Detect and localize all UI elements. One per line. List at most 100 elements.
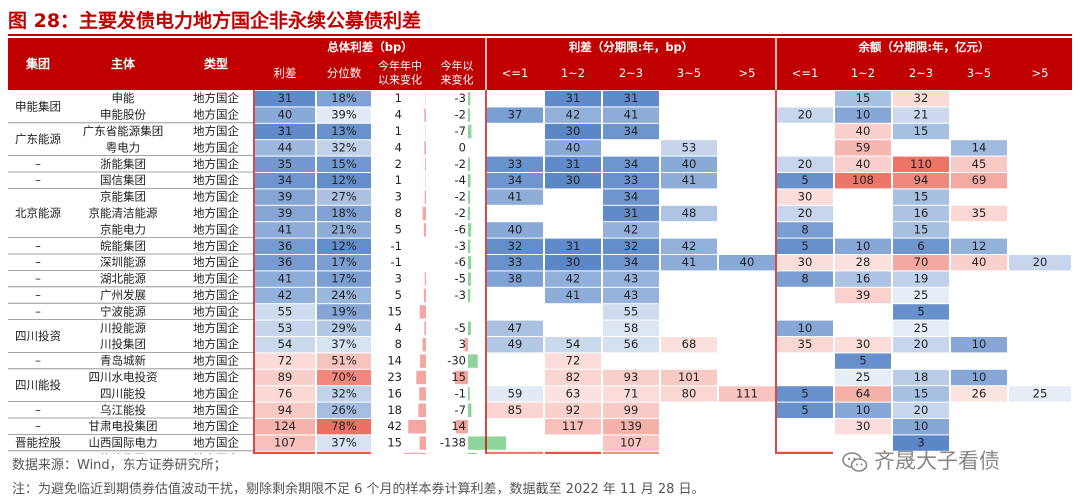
bucket-spread-value: 72 — [566, 354, 581, 368]
entity-name: 四川能投 — [100, 386, 146, 400]
spread-heat-cell — [255, 369, 315, 386]
bucket-balance-value: 69 — [972, 173, 987, 187]
chg-mid-bar — [419, 436, 426, 450]
group-label: – — [35, 157, 41, 171]
overall-spread: 258 — [274, 452, 296, 454]
change-ytd: -4 — [455, 173, 466, 187]
bucket-balance-heat — [777, 255, 833, 271]
bucket-balance-value: 140 — [794, 452, 816, 454]
chg-ytd-bar-neg — [468, 92, 471, 106]
bucket-balance-heat — [893, 386, 949, 402]
change-since-midyear: 52 — [387, 452, 402, 454]
bucket-spread-heat — [661, 173, 717, 189]
bucket-spread-heat — [545, 287, 601, 304]
bucket-spread-value: 37 — [508, 108, 523, 122]
spread-heat-cell — [255, 287, 315, 304]
bucket-spread-value: 41 — [624, 108, 639, 122]
bucket-spread-value: 34 — [624, 124, 639, 138]
entity-name: 甘肃电投集团 — [89, 419, 158, 433]
bucket-balance-heat — [893, 205, 949, 222]
percentile-heat-cell — [317, 320, 371, 336]
entity-name: 粤电力 — [106, 140, 141, 154]
entity-type: 地方国企 — [193, 239, 239, 253]
bucket-spread-heat — [487, 451, 543, 454]
change-ytd: -6 — [455, 222, 466, 236]
bucket-balance-heat — [893, 369, 949, 386]
bucket-balance-value: 15 — [914, 190, 929, 204]
change-ytd: -30 — [447, 354, 466, 368]
bucket-balance-heat — [893, 304, 949, 320]
bucket-spread-value: 41 — [566, 288, 581, 302]
change-ytd: -2 — [455, 108, 466, 122]
percentile-heat-cell — [317, 173, 371, 189]
chg-ytd-bar-neg — [468, 124, 472, 139]
bucket-spread-heat — [545, 337, 601, 353]
bucket-spread-heat — [603, 386, 659, 402]
change-ytd: -6 — [455, 255, 466, 269]
bucket-spread-heat — [603, 435, 659, 451]
bucket-balance-value: 25 — [914, 288, 929, 302]
overall-percentile: 32% — [331, 386, 357, 400]
entity-name: 四川水电投资 — [89, 370, 158, 384]
entity-type: 地方国企 — [193, 190, 239, 204]
bucket-spread-value: 68 — [682, 337, 697, 351]
entity-name: 皖能集团 — [100, 239, 146, 253]
change-ytd: -138 — [440, 436, 466, 450]
bucket-spread-heat — [603, 287, 659, 304]
entity-name: 川投能源 — [100, 321, 146, 335]
bucket-spread-value: 38 — [508, 272, 523, 286]
entity-name: 青岛城新 — [100, 354, 146, 368]
overall-spread: 31 — [278, 124, 293, 138]
entity-type: 地方国企 — [193, 206, 239, 220]
bucket-balance-heat — [835, 123, 891, 140]
overall-percentile: 70% — [331, 370, 357, 384]
chg-mid-bar — [424, 190, 426, 204]
bucket-balance-value: 16 — [914, 206, 929, 220]
bucket-balance-value: 40 — [856, 124, 871, 138]
entity-name: 京能电力 — [100, 222, 146, 236]
header-spread-bucket-2: 2~3 — [619, 66, 643, 80]
bucket-spread-heat — [545, 353, 601, 369]
overall-percentile: 86% — [331, 452, 357, 454]
bucket-spread-value: 33 — [508, 157, 523, 171]
bucket-spread-heat — [719, 386, 775, 402]
bucket-balance-value: 5 — [801, 173, 808, 187]
chg-mid-bar — [419, 305, 426, 319]
overall-percentile: 18% — [331, 91, 357, 105]
bucket-spread-value: 80 — [682, 386, 697, 400]
bucket-spread-value: 42 — [682, 239, 697, 253]
chg-ytd-bar-neg — [468, 403, 472, 417]
bucket-spread-heat — [487, 271, 543, 287]
percentile-heat-cell — [317, 205, 371, 222]
change-since-midyear: 15 — [387, 304, 402, 318]
bucket-spread-value: 71 — [624, 386, 639, 400]
bucket-balance-value: 16 — [856, 272, 871, 286]
spread-heat-cell — [255, 189, 315, 205]
change-since-midyear: 1 — [395, 91, 402, 105]
percentile-heat-cell — [317, 419, 371, 435]
spread-heat-cell — [255, 91, 315, 107]
bucket-balance-heat — [893, 435, 949, 451]
bucket-balance-value: 15 — [914, 386, 929, 400]
overall-spread: 36 — [278, 255, 293, 269]
bucket-spread-value: 31 — [624, 206, 639, 220]
chg-mid-bar — [404, 452, 426, 454]
bucket-balance-value: 45 — [972, 157, 987, 171]
bucket-balance-heat — [835, 156, 891, 172]
percentile-heat-cell — [317, 435, 371, 451]
header-overall-col-2-b: 以来变化 — [378, 73, 422, 87]
overall-spread: 54 — [278, 337, 293, 351]
change-since-midyear: 2 — [395, 157, 402, 171]
bucket-balance-value: 20 — [1033, 255, 1048, 269]
percentile-heat-cell — [317, 222, 371, 238]
overall-percentile: 39% — [331, 108, 357, 122]
change-since-midyear: 18 — [387, 403, 402, 417]
bucket-balance-heat — [777, 451, 833, 454]
entity-name: 湖北能源 — [100, 272, 146, 286]
bucket-spread-value: 42 — [624, 222, 639, 236]
chg-ytd-bar-neg — [468, 387, 470, 401]
percentile-heat-cell — [317, 451, 371, 454]
group-label: – — [35, 403, 41, 417]
bucket-spread-heat — [661, 156, 717, 172]
bucket-balance-value: 10 — [914, 419, 929, 433]
